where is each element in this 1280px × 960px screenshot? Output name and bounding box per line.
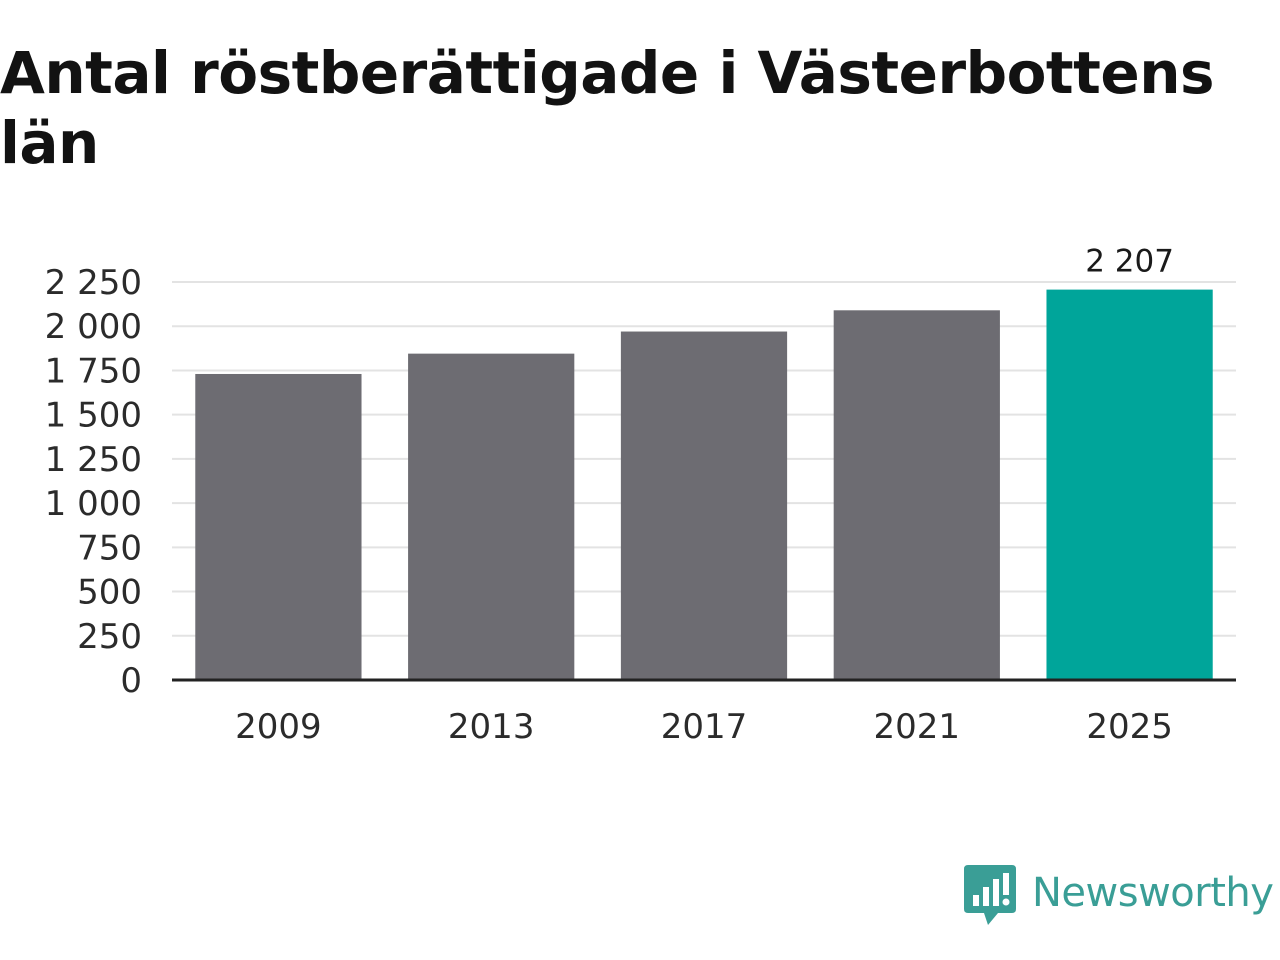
x-tick-label: 2017 bbox=[661, 707, 748, 747]
x-tick-label: 2025 bbox=[1086, 707, 1173, 747]
y-tick-label: 250 bbox=[77, 617, 142, 657]
y-tick-label: 1 250 bbox=[45, 440, 142, 480]
y-tick-label: 1 000 bbox=[45, 484, 142, 524]
y-tick-label: 750 bbox=[77, 528, 142, 568]
y-tick-label: 1 750 bbox=[45, 351, 142, 391]
y-tick-label: 2 000 bbox=[45, 307, 142, 347]
data-label: 2 207 bbox=[1085, 244, 1174, 280]
bar bbox=[195, 373, 362, 680]
y-tick-label: 0 bbox=[120, 661, 142, 701]
y-tick-label: 1 500 bbox=[45, 396, 142, 436]
bar-chart-speech-bubble-icon bbox=[964, 865, 1016, 925]
bars bbox=[195, 289, 1213, 680]
x-tick-label: 2009 bbox=[235, 707, 322, 747]
x-tick-label: 2021 bbox=[874, 707, 961, 747]
brand-name: Newsworthy bbox=[1032, 870, 1274, 916]
x-tick-label: 2013 bbox=[448, 707, 535, 747]
chart-title: Antal röstberättigade i Västerbottens lä… bbox=[0, 39, 1215, 177]
bar bbox=[408, 353, 575, 680]
bar bbox=[833, 310, 1000, 680]
bar bbox=[620, 331, 788, 680]
y-tick-label: 2 250 bbox=[45, 263, 142, 303]
brand-logo: Newsworthy bbox=[964, 864, 1274, 928]
bar bbox=[1046, 289, 1213, 680]
y-tick-label: 500 bbox=[77, 573, 142, 613]
